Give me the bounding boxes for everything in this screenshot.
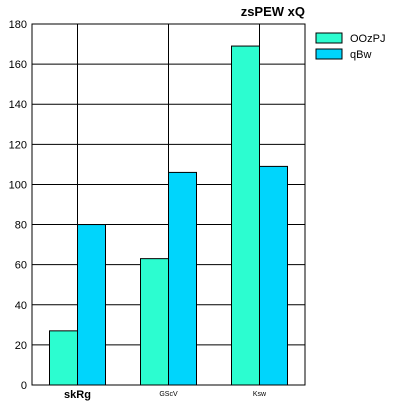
y-tick-label: 0 (21, 380, 27, 392)
bar-qBw-GScV (168, 171, 197, 386)
legend-label-OOzPJ: OOzPJ (350, 33, 385, 45)
bar-OOzPJ-Ksw (231, 45, 260, 386)
x-axis: skRg GScV Ksw (64, 389, 267, 401)
x-tick-label: Ksw (253, 391, 267, 398)
y-tick-label: 60 (15, 260, 27, 272)
y-tick-label: 180 (9, 19, 27, 31)
x-tick-label: skRg (64, 389, 91, 401)
chart-title: zsPEW xQ (241, 4, 305, 19)
legend-swatch-OOzPJ (315, 32, 343, 44)
legend: OOzPJ qBw (315, 32, 385, 61)
legend-swatch-qBw (315, 48, 343, 60)
bar-qBw-Ksw (259, 165, 288, 386)
y-axis: 0 20 40 60 80 100 120 140 160 180 (9, 19, 27, 392)
y-tick-label: 100 (9, 179, 27, 191)
y-tick-label: 80 (15, 220, 27, 232)
y-tick-label: 140 (9, 99, 27, 111)
y-tick-label: 120 (9, 139, 27, 151)
x-tick-label: GScV (159, 391, 178, 398)
bar-OOzPJ-GScV (140, 258, 169, 386)
y-tick-label: 40 (15, 300, 27, 312)
bar-qBw-skRg (77, 224, 106, 386)
y-tick-label: 160 (9, 59, 27, 71)
bar-OOzPJ-skRg (49, 330, 78, 386)
bars-group (49, 45, 288, 386)
legend-label-qBw: qBw (350, 49, 371, 61)
y-tick-label: 20 (15, 340, 27, 352)
